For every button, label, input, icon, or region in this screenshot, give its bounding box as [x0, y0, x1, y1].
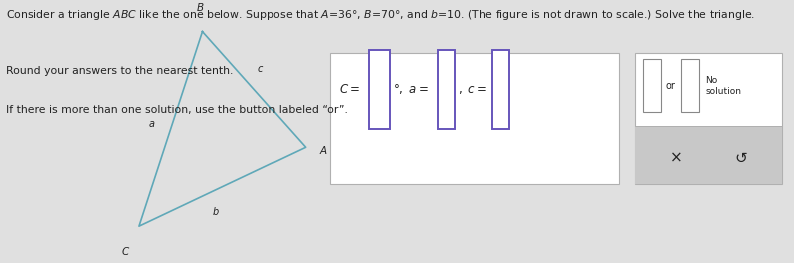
FancyBboxPatch shape [437, 50, 455, 129]
FancyBboxPatch shape [681, 59, 699, 112]
FancyBboxPatch shape [491, 50, 509, 129]
Text: ,  $c$ =: , $c$ = [458, 83, 489, 96]
Text: ×: × [670, 150, 683, 166]
FancyBboxPatch shape [369, 50, 390, 129]
FancyBboxPatch shape [643, 59, 661, 112]
Text: °,  $a$ =: °, $a$ = [393, 82, 430, 97]
Text: If there is more than one solution, use the button labeled “or”.: If there is more than one solution, use … [6, 105, 349, 115]
Text: $B$: $B$ [196, 1, 204, 13]
Text: $C$ =: $C$ = [339, 83, 361, 96]
Text: $b$: $b$ [212, 205, 220, 217]
Text: or: or [665, 81, 675, 91]
FancyBboxPatch shape [330, 53, 619, 184]
Text: $C$: $C$ [121, 245, 130, 257]
Text: Round your answers to the nearest tenth.: Round your answers to the nearest tenth. [6, 66, 233, 76]
Text: ↺: ↺ [734, 150, 747, 166]
Text: Consider a triangle $ABC$ like the one below. Suppose that $A$=36°, $B$=70°, and: Consider a triangle $ABC$ like the one b… [6, 8, 756, 22]
Text: $a$: $a$ [148, 119, 156, 129]
FancyBboxPatch shape [635, 53, 782, 184]
Text: No
solution: No solution [705, 76, 741, 96]
FancyBboxPatch shape [635, 126, 782, 184]
Text: $c$: $c$ [256, 64, 264, 74]
Text: $A$: $A$ [319, 144, 328, 156]
